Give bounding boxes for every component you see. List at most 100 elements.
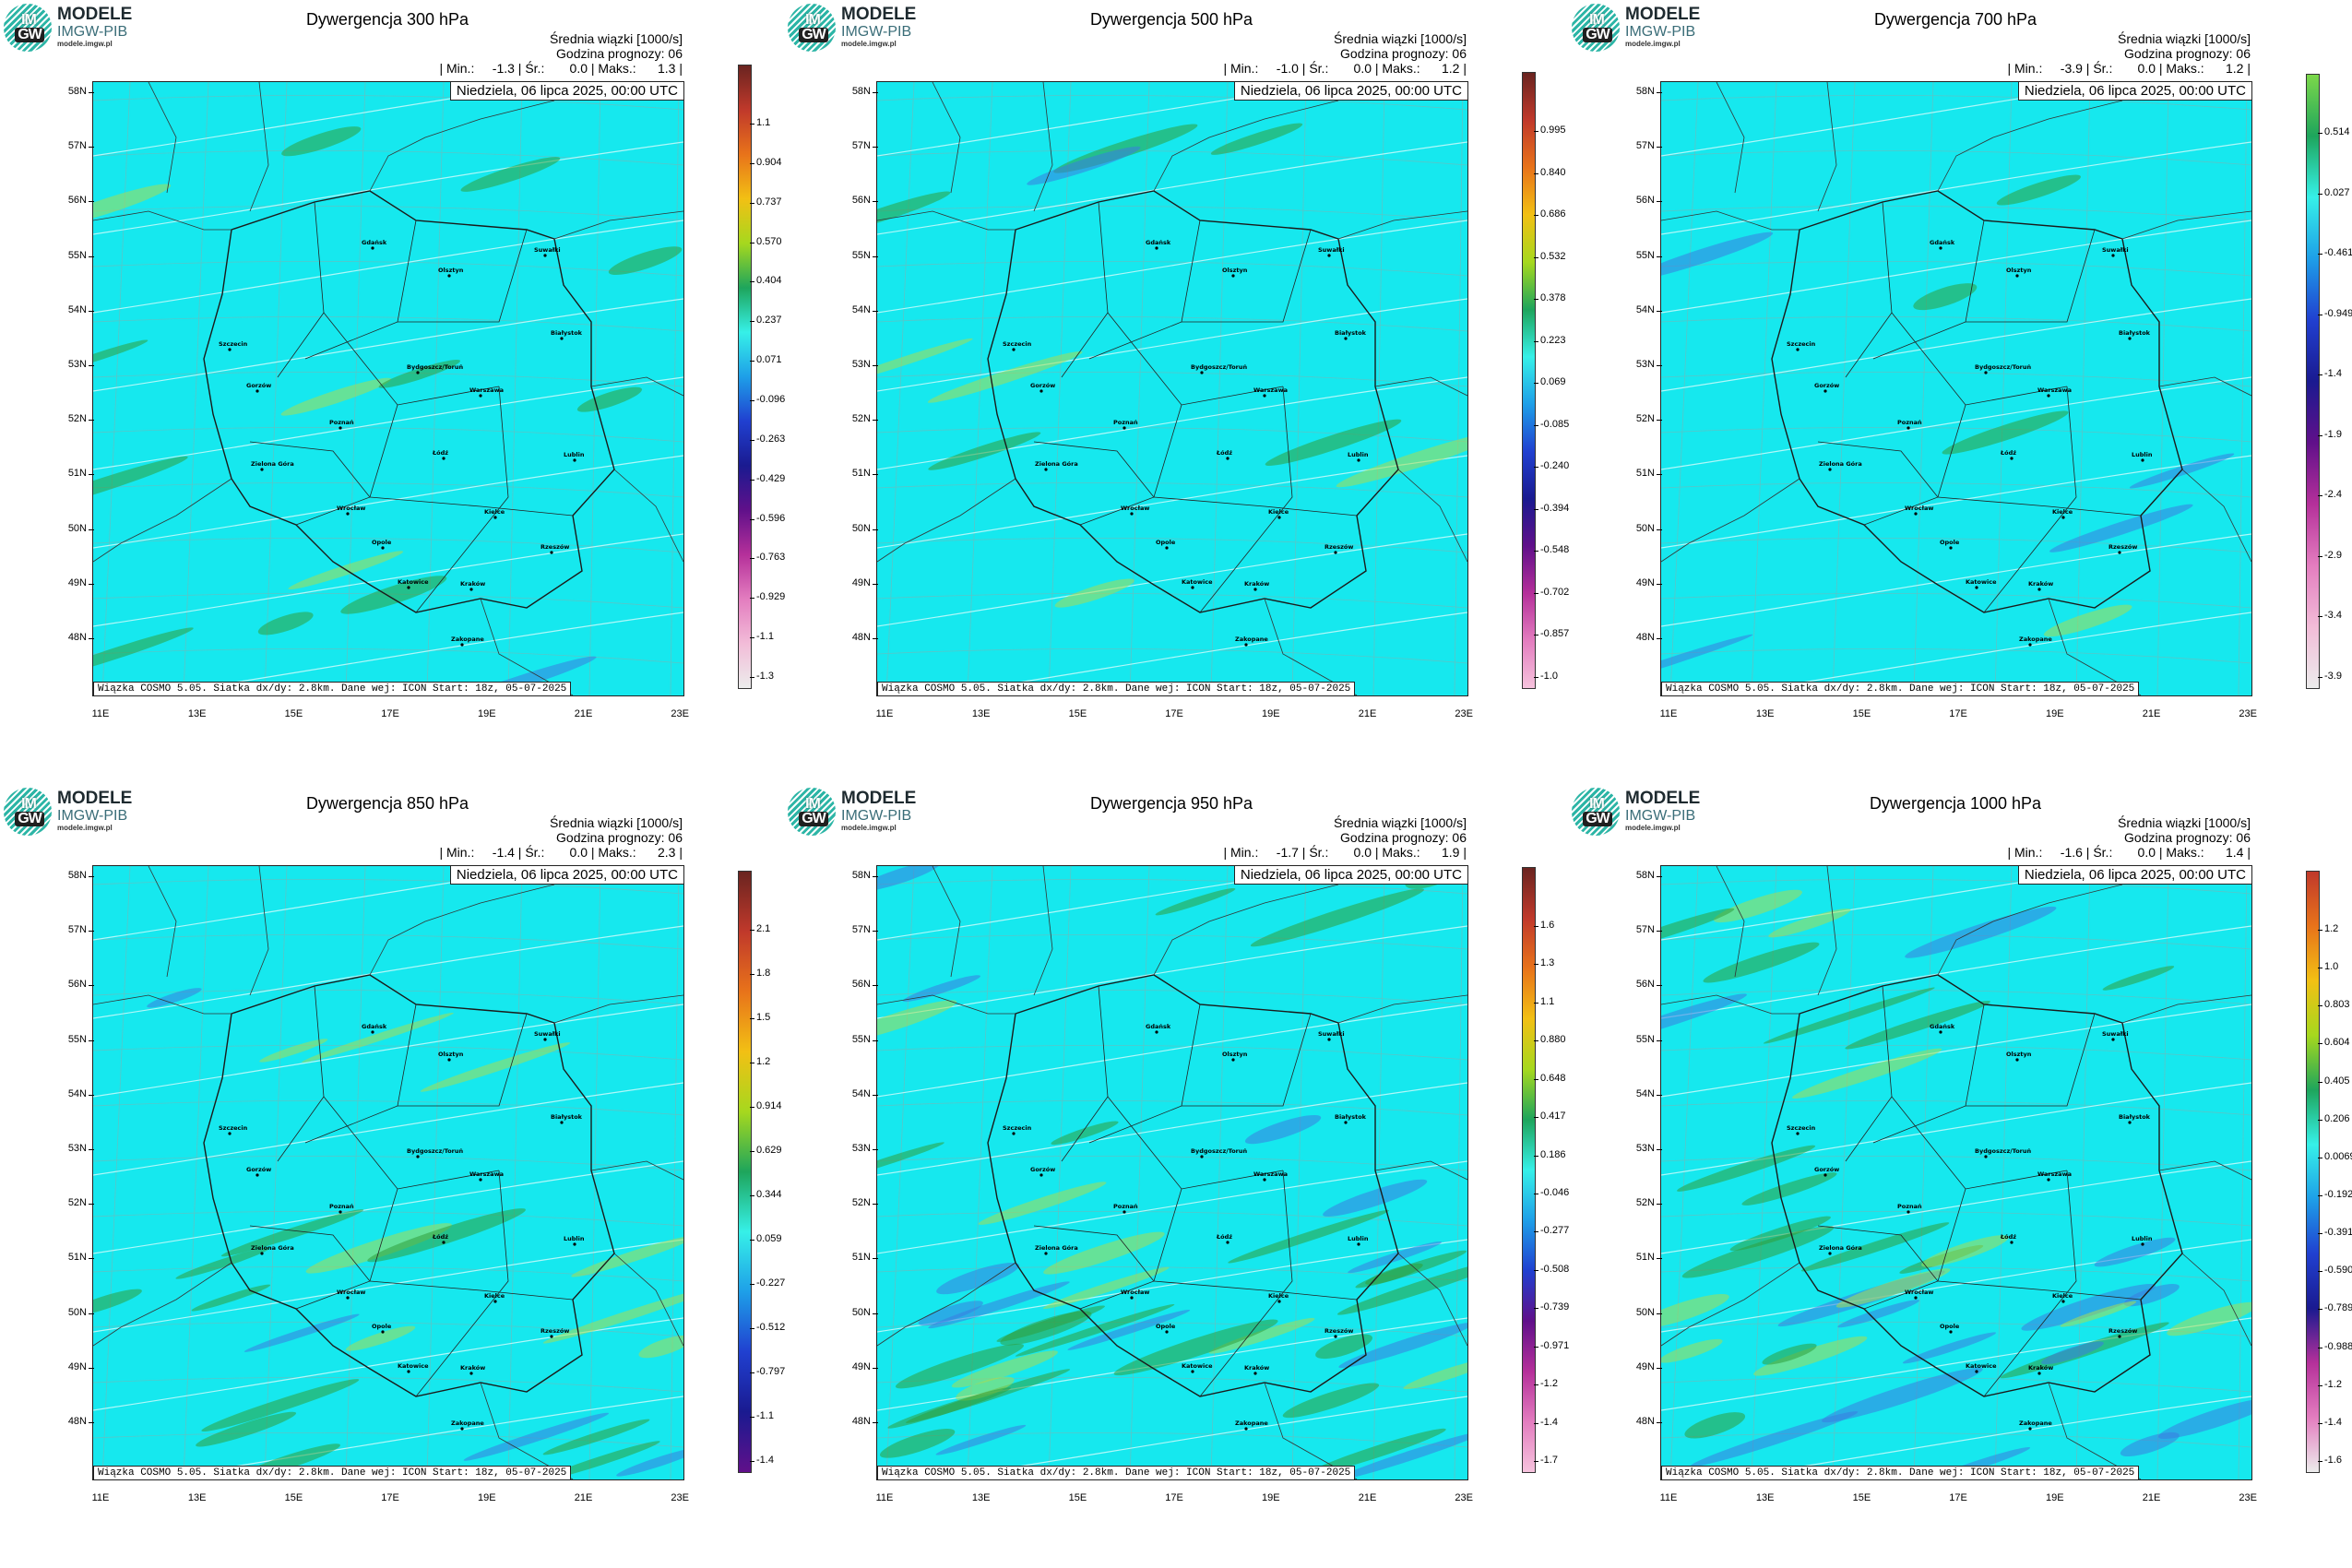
neighbour-border [613, 469, 683, 563]
divergence-patch [1315, 1334, 1372, 1360]
colorbar-tick-label: 0.914 [750, 1100, 782, 1111]
longitude-tick-label: 21E [2142, 708, 2161, 719]
voivodeship-border [1817, 441, 1939, 498]
neighbour-border [1661, 994, 1800, 1015]
forecast-hour-label: Godzina prognozy: 06 [2124, 46, 2251, 61]
city-label: Lublin [1348, 1235, 1369, 1242]
city-label: Zakopane [451, 1420, 484, 1427]
city-marker [1907, 426, 1910, 430]
voivodeship-border [1061, 201, 1109, 378]
latitude-tick-label: 57N [839, 924, 878, 935]
graticule-meridian [2156, 866, 2169, 1479]
colorbar-tick-label: 0.417 [1534, 1111, 1566, 1123]
graticule-meridian [1994, 866, 2013, 1479]
voivodeship-border [369, 496, 574, 517]
logo-gw-text: GW [799, 28, 828, 42]
voivodeship-border [1153, 496, 1358, 517]
graticule-parallel [1661, 592, 2251, 609]
longitude-tick-label: 17E [381, 708, 399, 719]
colorbar-tick-label: -0.548 [1533, 544, 1570, 556]
longitude-tick-label: 11E [1659, 708, 1678, 719]
ensemble-mean-label: Średnia wiązki [1000/s] [2118, 815, 2251, 830]
city-label: Bydgoszcz/Toruń [1191, 1147, 1247, 1155]
longitude-tick-label: 15E [284, 1492, 303, 1503]
city-label: Zielona Góra [251, 460, 294, 468]
graticule-parallel [93, 1376, 683, 1393]
logo-wordmark: MODELE IMGW-PIB modele.imgw.pl [841, 6, 916, 49]
valid-date-label: Niedziela, 06 lipca 2025, 00:00 UTC [449, 866, 683, 885]
city-marker [1828, 468, 1832, 471]
graticule-meridian [1994, 82, 2013, 695]
geopotential-contour [877, 925, 1467, 1019]
city-label: Szczecin [1787, 340, 1816, 348]
latitude-tick-label: 54N [1623, 1088, 1662, 1099]
city-label: Gorzów [1814, 1166, 1839, 1173]
divergence-patch [1763, 987, 1935, 1044]
graticule-meridian [1454, 866, 1464, 1479]
city-label: Lublin [564, 451, 585, 458]
colorbar-tick-label: -1.4 [1534, 1416, 1558, 1428]
geopotential-contour [1661, 455, 2251, 549]
graticule-parallel [877, 1321, 1467, 1337]
city-label: Białystok [2119, 1113, 2151, 1121]
neighbour-border [369, 884, 555, 976]
divergence-patch [420, 1042, 571, 1092]
divergence-patch [1042, 1266, 1170, 1310]
city-marker [1277, 1300, 1281, 1303]
neighbour-border [93, 478, 232, 563]
city-marker [1012, 1132, 1016, 1135]
neighbour-border [93, 1262, 232, 1347]
graticule-meridian [183, 82, 209, 695]
longitude-tick-label: 11E [91, 1492, 110, 1503]
divergence-patch [1921, 1235, 2009, 1267]
longitude-tick-label: 23E [2239, 1492, 2257, 1503]
divergence-patch [1250, 888, 1424, 947]
divergence-patch [1265, 419, 1402, 467]
graticule-meridian [183, 866, 209, 1479]
colorbar-tick-label: -0.096 [749, 394, 786, 405]
neighbour-border [1033, 866, 1053, 996]
model-info-footer: Wiązka COSMO 5.05. Siatka dx/dy: 2.8km. … [93, 682, 572, 695]
city-label: Łódź [2000, 449, 2016, 457]
graticule-parallel [877, 371, 1467, 387]
city-label: Szczecin [1787, 1124, 1816, 1132]
graticule-meridian [885, 82, 915, 695]
city-label: Warszawa [469, 1170, 504, 1178]
city-label: Suwałki [534, 1030, 561, 1038]
logo-im-text: IM [805, 12, 821, 28]
city-label: Suwałki [534, 246, 561, 254]
neighbour-border [1033, 82, 1053, 212]
colorbar-tick-label: 0.840 [1534, 166, 1566, 178]
city-marker [1231, 1058, 1235, 1062]
city-label: Rzeszów [2108, 543, 2137, 551]
colorbar [2306, 871, 2320, 1473]
city-label: Zakopane [2019, 1420, 2052, 1427]
city-marker [1914, 512, 1918, 516]
latitude-tick-label: 49N [1623, 577, 1662, 588]
logo-modele: MODELE [1625, 5, 1701, 24]
colorbar-tick-label: -1.1 [750, 1410, 774, 1421]
geopotential-contour [93, 866, 560, 941]
colorbar-tick-label: -0.797 [749, 1366, 786, 1377]
city-label: Zielona Góra [251, 1244, 294, 1252]
geopotential-contour [877, 141, 1467, 235]
latitude-tick-label: 53N [839, 359, 878, 370]
city-label: Białystok [1335, 329, 1367, 337]
voivodeship-border [398, 229, 528, 323]
city-label: Kielce [1268, 508, 1289, 516]
geopotential-contour [1661, 866, 2128, 941]
neighbour-border [1661, 478, 1800, 563]
city-marker [381, 1330, 385, 1334]
neighbour-border [553, 210, 683, 240]
colorbar-tick-label: 0.027 [2318, 186, 2350, 198]
divergence-patch [1015, 1303, 1175, 1357]
graticule-parallel [93, 371, 683, 387]
longitude-tick-label: 15E [1068, 1492, 1087, 1503]
divergence-patch [2043, 604, 2132, 637]
colorbar-tick-label: 0.880 [1534, 1034, 1566, 1046]
colorbar-tick-label: -0.394 [1533, 502, 1570, 514]
graticule-parallel [93, 149, 683, 166]
geopotential-contour [93, 1317, 683, 1411]
city-marker [346, 512, 350, 516]
city-marker [1914, 1296, 1918, 1300]
